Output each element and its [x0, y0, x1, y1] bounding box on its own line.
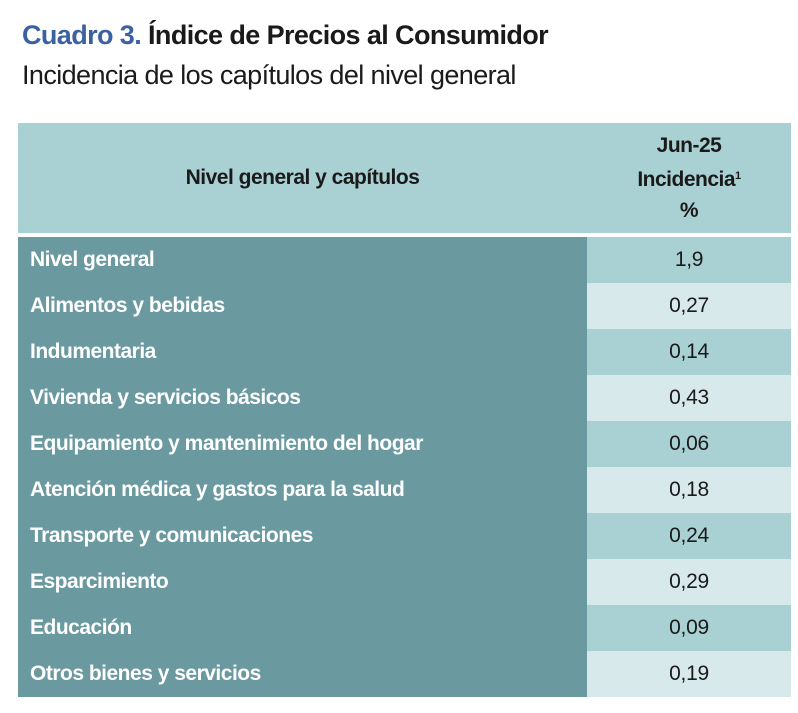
row-label: Indumentaria	[18, 329, 587, 375]
row-label: Nivel general	[18, 237, 587, 283]
column-header-period: Jun-25	[656, 134, 722, 157]
row-value: 0,18	[587, 467, 791, 513]
row-value: 0,09	[587, 605, 791, 651]
table-row: Esparcimiento 0,29	[18, 559, 791, 605]
row-label: Vivienda y servicios básicos	[18, 375, 587, 421]
row-value: 0,27	[587, 283, 791, 329]
table-row: Indumentaria 0,14	[18, 329, 791, 375]
table-body: Nivel general 1,9 Alimentos y bebidas 0,27 I…	[18, 237, 791, 697]
table-row: Alimentos y bebidas 0,27	[18, 283, 791, 329]
row-label: Equipamiento y mantenimiento del hogar	[18, 421, 587, 467]
table-subtitle: Incidencia de los capítulos del nivel ge…	[22, 60, 516, 90]
row-label: Alimentos y bebidas	[18, 283, 587, 329]
column-header-label: Nivel general y capítulos	[185, 166, 420, 189]
column-header-value: Jun-25 Incidencia1 %	[587, 130, 791, 226]
column-header-metric-text: Incidencia	[637, 168, 736, 191]
table-row: Atención médica y gastos para la salud 0,…	[18, 467, 791, 513]
table-row: Otros bienes y servicios 0,19	[18, 651, 791, 697]
table-row: Transporte y comunicaciones 0,24	[18, 513, 791, 559]
table-header: Nivel general y capítulos Jun-25 Inciden…	[18, 123, 791, 237]
table-title: Cuadro 3. Índice de Precios al Consumido…	[22, 20, 549, 51]
row-label: Educación	[18, 605, 587, 651]
table-title-text: Índice de Precios al Consumidor	[148, 20, 549, 50]
row-value: 0,29	[587, 559, 791, 605]
table-row: Equipamiento y mantenimiento del hogar 0,…	[18, 421, 791, 467]
table-number: Cuadro 3.	[22, 20, 142, 50]
row-value: 0,14	[587, 329, 791, 375]
row-label: Esparcimiento	[18, 559, 587, 605]
footnote-marker: 1	[735, 170, 741, 182]
table-row: Educación 0,09	[18, 605, 791, 651]
column-header-unit: %	[679, 199, 699, 222]
row-value: 0,24	[587, 513, 791, 559]
row-label: Atención médica y gastos para la salud	[18, 467, 587, 513]
row-value: 0,19	[587, 651, 791, 697]
table-row: Nivel general 1,9	[18, 237, 791, 283]
row-label: Transporte y comunicaciones	[18, 513, 587, 559]
row-value: 0,06	[587, 421, 791, 467]
row-value: 1,9	[587, 237, 791, 283]
row-value: 0,43	[587, 375, 791, 421]
column-header-metric: Incidencia1	[587, 161, 791, 195]
row-label: Otros bienes y servicios	[18, 651, 587, 697]
table-row: Vivienda y servicios básicos 0,43	[18, 375, 791, 421]
cpi-incidence-table: Nivel general y capítulos Jun-25 Inciden…	[18, 123, 791, 697]
